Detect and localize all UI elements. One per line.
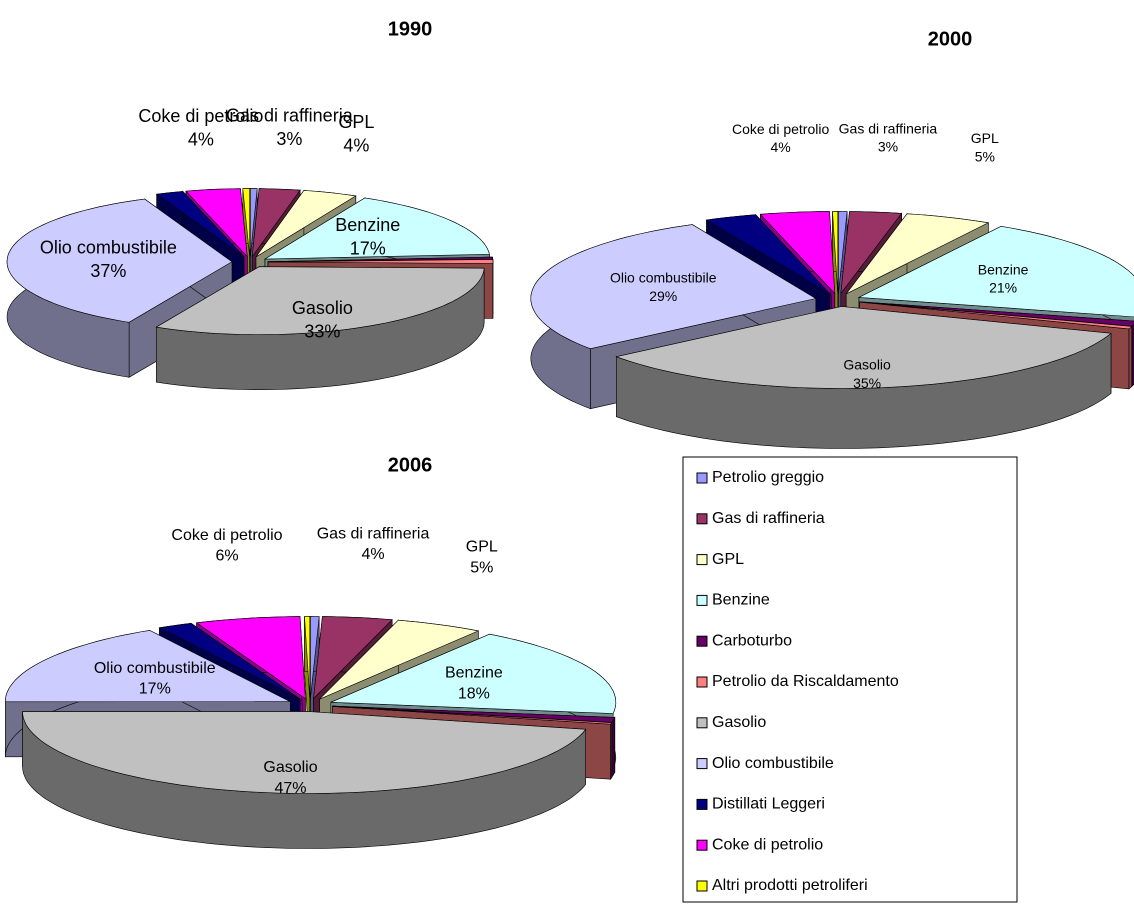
data-label: 37% — [90, 261, 126, 281]
slice — [857, 225, 1134, 318]
slice — [6, 198, 233, 323]
slice — [859, 301, 1134, 327]
legend-swatch — [696, 635, 708, 647]
data-label-name: Benzine — [978, 261, 1029, 277]
data-label: 17% — [350, 239, 386, 259]
slice — [250, 188, 258, 257]
data-label-name: Gasolio — [843, 357, 891, 373]
legend-label: Coke di petrolio — [712, 836, 823, 853]
legend-swatch — [696, 554, 708, 566]
slice — [155, 266, 485, 336]
legend-swatch — [696, 839, 708, 851]
slice — [530, 224, 817, 350]
slice — [4, 630, 291, 703]
legend-swatch — [696, 880, 708, 892]
slice — [155, 191, 245, 258]
data-label-name: Benzine — [335, 215, 400, 235]
data-label: 4% — [362, 546, 385, 563]
slice — [615, 306, 1112, 389]
legend-swatch — [696, 717, 708, 729]
data-label: 6% — [215, 548, 238, 565]
legend-label: Olio combustibile — [712, 755, 834, 772]
slice — [330, 633, 617, 714]
data-label: 3% — [276, 129, 302, 149]
legend-swatch — [696, 758, 708, 770]
data-label: 4% — [343, 135, 369, 155]
slice — [838, 211, 848, 294]
slice — [251, 188, 301, 258]
legend-label: Petrolio da Riscaldamento — [712, 673, 899, 690]
data-label-name: GPL — [338, 112, 374, 132]
legend-label: Distillati Leggeri — [712, 796, 825, 813]
data-label-name: Gas di raffineria — [317, 525, 430, 542]
data-label-name: GPL — [971, 130, 999, 146]
data-label: 5% — [470, 559, 493, 576]
slice — [158, 622, 301, 700]
data-label: 35% — [853, 375, 881, 391]
data-label-name: Coke di petrolio — [138, 106, 263, 126]
data-label-name: Coke di petrolio — [171, 527, 282, 544]
data-label-name: GPL — [466, 539, 498, 556]
chart-title: 1990 — [388, 18, 433, 40]
legend-label: Benzine — [712, 592, 770, 609]
legend-box — [682, 456, 1018, 903]
legend-swatch — [696, 513, 708, 525]
data-label-name: Olio combustibile — [94, 660, 216, 677]
data-label-name: Coke di petrolio — [732, 121, 829, 137]
legend-label: GPL — [712, 551, 744, 568]
chart-title: 2000 — [928, 28, 973, 50]
legend-label: Altri prodotti petroliferi — [712, 877, 868, 894]
slice — [304, 616, 311, 699]
legend-label: Petrolio greggio — [712, 469, 824, 486]
legend-swatch — [696, 594, 708, 606]
slice — [759, 211, 836, 295]
slice — [310, 616, 320, 699]
slice — [263, 197, 490, 260]
data-label: 33% — [304, 321, 340, 341]
slice — [313, 616, 393, 700]
legend-label: Gasolio — [712, 714, 766, 731]
data-label: 18% — [458, 686, 490, 703]
slice-band — [610, 721, 612, 781]
data-label-name: Olio combustibile — [610, 270, 717, 286]
legend-swatch — [696, 472, 708, 484]
data-label-name: Gasolio — [263, 759, 317, 776]
slice — [319, 619, 480, 700]
slice-band — [611, 716, 616, 779]
data-label-name: Olio combustibile — [40, 237, 177, 257]
data-label: 4% — [771, 139, 791, 155]
data-label-name: Benzine — [445, 665, 503, 682]
legend-swatch — [696, 676, 708, 688]
legend-label: Gas di raffineria — [712, 510, 825, 527]
data-label-name: Gas di raffineria — [226, 105, 354, 125]
slice — [242, 188, 250, 257]
slice — [705, 214, 831, 295]
slice — [859, 301, 1133, 330]
data-label-name: Gasolio — [292, 298, 353, 318]
slice-band — [1128, 325, 1132, 390]
legend-swatch — [696, 798, 708, 810]
legend-label: Carboturbo — [712, 632, 792, 649]
slice — [255, 190, 357, 258]
slice — [185, 188, 248, 258]
chart-title: 2006 — [388, 454, 433, 476]
data-label: 47% — [274, 780, 306, 797]
slice — [840, 211, 903, 295]
slice — [832, 211, 839, 294]
slice — [195, 616, 306, 700]
data-label: 3% — [878, 139, 898, 155]
slice — [845, 213, 990, 295]
slice — [332, 705, 616, 723]
slice — [22, 711, 587, 794]
data-label-name: Gas di raffineria — [839, 120, 938, 136]
data-label: 21% — [989, 280, 1017, 296]
slice — [267, 259, 494, 264]
slice — [332, 706, 613, 725]
data-label: 5% — [975, 148, 995, 164]
data-label: 17% — [139, 681, 171, 698]
data-label: 29% — [649, 288, 677, 304]
data-label: 4% — [188, 129, 214, 149]
